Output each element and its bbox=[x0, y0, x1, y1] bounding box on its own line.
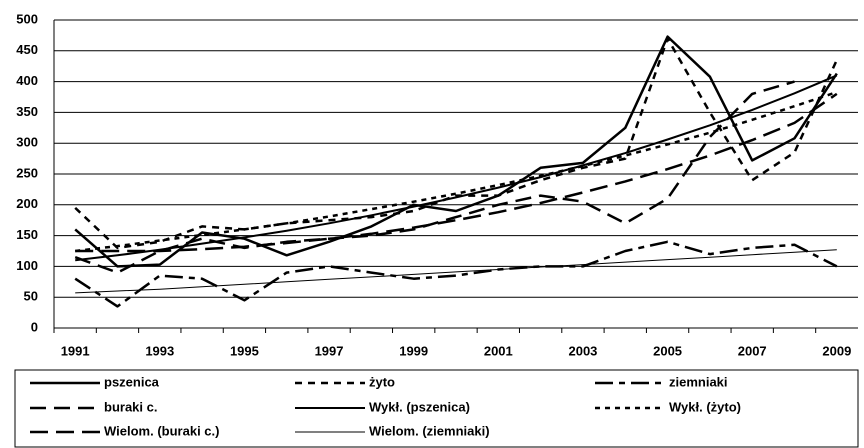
x-tick-label: 1997 bbox=[315, 343, 344, 358]
y-tick-label: 200 bbox=[16, 196, 38, 211]
legend-label: żyto bbox=[369, 374, 395, 389]
series-line bbox=[74, 240, 838, 308]
series-line bbox=[74, 35, 838, 268]
y-tick-label: 350 bbox=[16, 104, 38, 119]
y-tick-label: 100 bbox=[16, 258, 38, 273]
x-tick-label: 2003 bbox=[568, 343, 597, 358]
x-tick-label: 2009 bbox=[822, 343, 851, 358]
y-tick-label: 50 bbox=[24, 289, 38, 304]
legend-label: ziemniaki bbox=[669, 374, 728, 389]
legend-label: Wielom. (buraki c.) bbox=[104, 423, 219, 438]
series-line bbox=[75, 92, 838, 253]
x-tick-label: 2005 bbox=[653, 343, 682, 358]
legend-label: Wykł. (żyto) bbox=[669, 399, 741, 414]
x-tick-label: 1995 bbox=[230, 343, 259, 358]
x-tick-label: 2007 bbox=[738, 343, 767, 358]
y-tick-label: 300 bbox=[16, 135, 38, 150]
series-line bbox=[75, 74, 838, 262]
y-tick-label: 400 bbox=[16, 73, 38, 88]
y-tick-label: 500 bbox=[16, 11, 38, 26]
x-tick-label: 1991 bbox=[61, 343, 90, 358]
y-tick-label: 250 bbox=[16, 165, 38, 180]
series-line bbox=[75, 249, 837, 294]
x-tick-label: 2001 bbox=[484, 343, 513, 358]
series-line bbox=[75, 90, 838, 253]
series-line bbox=[74, 37, 838, 250]
legend-label: Wykł. (pszenica) bbox=[369, 399, 470, 414]
y-tick-label: 150 bbox=[16, 227, 38, 242]
y-tick-label: 0 bbox=[31, 319, 38, 334]
series-line bbox=[74, 80, 795, 274]
legend-label: pszenica bbox=[104, 374, 160, 389]
x-tick-label: 1993 bbox=[145, 343, 174, 358]
y-tick-label: 450 bbox=[16, 42, 38, 57]
legend-box bbox=[14, 369, 859, 448]
legend-label: buraki c. bbox=[104, 399, 157, 414]
legend-label: Wielom. (ziemniaki) bbox=[369, 423, 490, 438]
x-tick-label: 1999 bbox=[399, 343, 428, 358]
